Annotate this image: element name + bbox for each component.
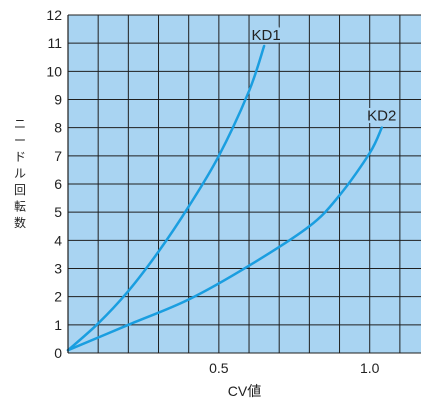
y-tick-label: 10 bbox=[46, 63, 62, 79]
series-label-kd2: KD2 bbox=[367, 108, 396, 125]
y-tick-label: 6 bbox=[54, 176, 62, 192]
series-group bbox=[66, 44, 384, 352]
y-tick-label: 1 bbox=[54, 317, 62, 333]
x-axis-label: CV値 bbox=[228, 383, 261, 399]
series-line-kd2 bbox=[66, 126, 384, 352]
y-tick-label: 11 bbox=[47, 35, 62, 51]
y-tick-label: 5 bbox=[54, 204, 62, 220]
y-tick-label: 7 bbox=[54, 148, 62, 164]
series-line-kd1 bbox=[66, 44, 266, 352]
series-label-kd1: KD1 bbox=[252, 27, 281, 44]
y-tick-label: 8 bbox=[54, 120, 62, 136]
y-tick-label: 3 bbox=[54, 261, 62, 277]
y-axis-label: ニードル回転数 bbox=[14, 117, 26, 230]
y-tick-label: 12 bbox=[46, 7, 62, 23]
y-tick-label: 4 bbox=[54, 232, 62, 248]
x-tick-label: 0.5 bbox=[209, 360, 229, 376]
y-tick-label: 0 bbox=[54, 345, 62, 361]
x-tick-label: 1.0 bbox=[360, 360, 380, 376]
y-tick-label: 9 bbox=[54, 92, 62, 108]
y-tick-label: 2 bbox=[54, 289, 62, 305]
